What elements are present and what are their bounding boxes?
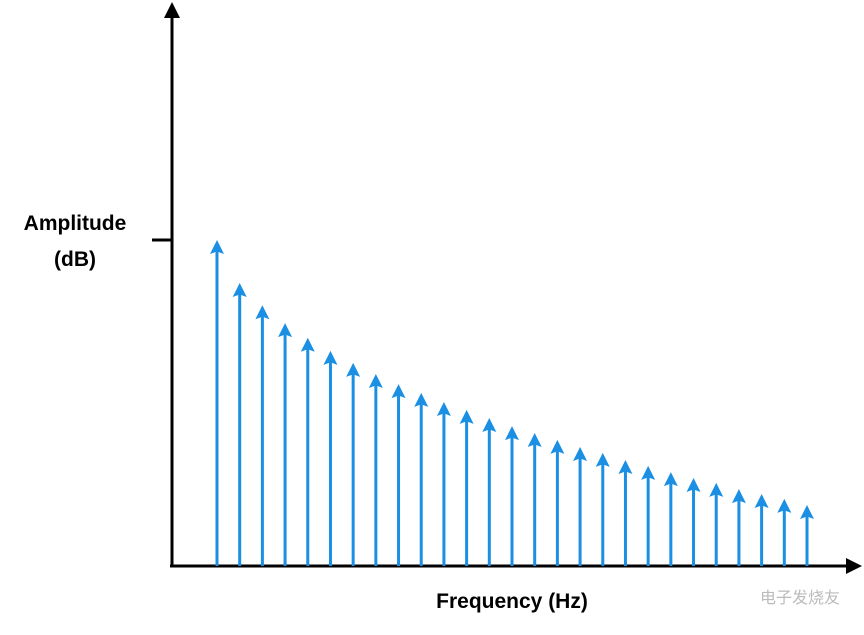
x-axis-label: Frequency (Hz) <box>436 590 588 613</box>
stem-arrow <box>800 505 814 566</box>
stem-arrow <box>777 498 792 566</box>
stem-arrow <box>618 460 633 566</box>
stem-arrow <box>550 439 565 566</box>
stem-arrow <box>459 409 474 566</box>
stem-arrow <box>323 350 338 566</box>
y-axis-arrow <box>164 2 180 18</box>
y-axis-label: Amplitude <box>24 212 127 235</box>
stem-arrow <box>663 472 678 566</box>
stem-arrow <box>210 240 224 566</box>
stem-arrow <box>595 452 610 566</box>
stem-arrow <box>300 337 315 566</box>
stem-arrow <box>482 417 497 566</box>
stem-arrow <box>232 283 247 566</box>
stem-arrow <box>709 482 724 566</box>
stem-arrow <box>346 362 361 566</box>
stem-arrow <box>255 305 270 566</box>
x-axis-arrow <box>846 558 862 574</box>
y-axis-label: (dB) <box>54 248 96 271</box>
stem-arrow <box>414 392 429 566</box>
stem-arrow <box>436 402 451 566</box>
stem-arrow <box>573 447 588 566</box>
stem-arrow <box>368 373 383 566</box>
watermark: 电子发烧友 <box>760 589 840 607</box>
stem-arrow <box>731 489 746 566</box>
stem-arrow <box>641 465 656 566</box>
stem-arrow <box>391 384 406 566</box>
stem-arrow <box>686 477 701 566</box>
stem-arrow <box>754 493 769 566</box>
stem-arrow <box>505 426 519 566</box>
stem-arrow <box>278 323 293 566</box>
stem-arrow <box>527 432 542 566</box>
